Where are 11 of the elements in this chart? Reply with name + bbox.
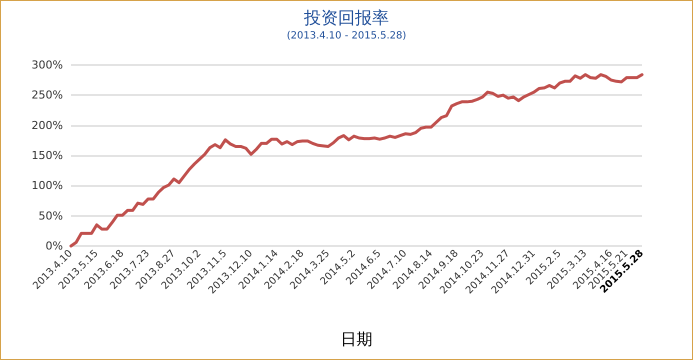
chart-title: 投资回报率 [303, 8, 389, 28]
y-tick-label: 0% [46, 240, 63, 252]
y-tick-label: 300% [32, 58, 63, 72]
y-tick-label: 250% [32, 88, 63, 102]
y-tick-label: 200% [32, 118, 63, 132]
line-series [70, 73, 644, 248]
y-tick-label: 100% [32, 179, 63, 192]
chart-subtitle: (2013.4.10 - 2015.5.28) [286, 30, 406, 42]
x-axis-title: 日期 [340, 330, 372, 348]
y-tick-label: 50% [38, 209, 63, 222]
y-tick-label: 150% [32, 149, 63, 162]
